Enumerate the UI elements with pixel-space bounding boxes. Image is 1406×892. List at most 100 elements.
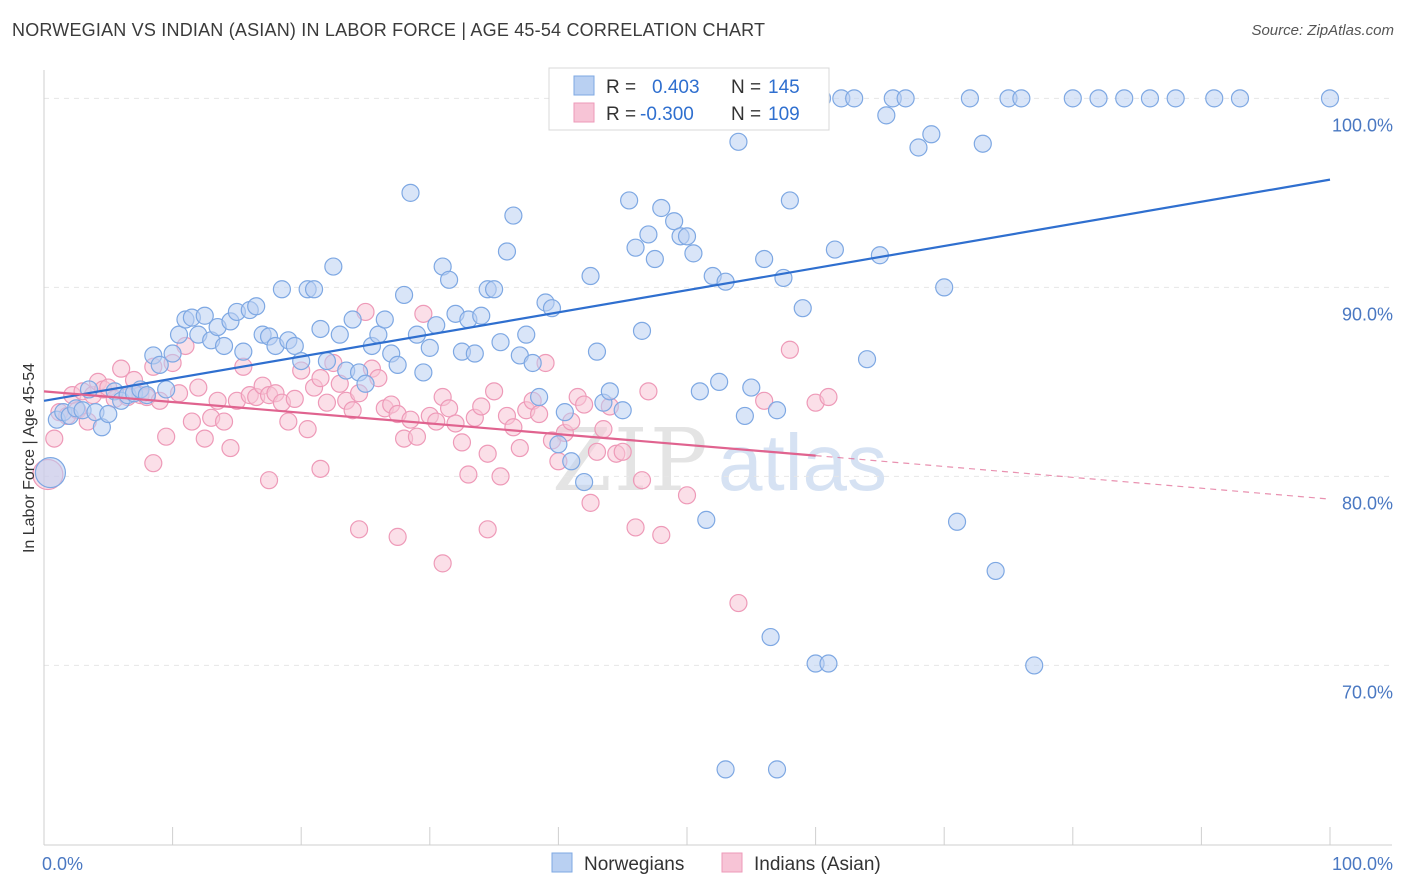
indian-point	[485, 382, 504, 401]
norwegian-point	[710, 372, 729, 391]
y-tick-labels: 100.0% 90.0% 80.0% 70.0%	[1332, 115, 1393, 702]
norwegian-point	[549, 435, 568, 454]
norwegian-point	[99, 404, 118, 424]
norwegian-point	[414, 363, 433, 382]
norwegian-point	[234, 342, 253, 361]
norwegian-point	[388, 355, 407, 374]
norwegian-point	[581, 266, 600, 286]
indian-point	[452, 433, 472, 452]
norwegian-point	[1025, 656, 1044, 675]
y-tick-label: 70.0%	[1342, 682, 1393, 702]
norwegian-point	[562, 452, 581, 471]
norwegian-point	[1140, 89, 1160, 108]
norwegian-point	[973, 134, 992, 153]
source-credit: Source: ZipAtlas.com	[1251, 22, 1394, 39]
norwegian-point	[504, 206, 523, 225]
stats-legend-box	[548, 67, 830, 131]
trend-lines	[43, 178, 1331, 500]
norwegian-point	[1230, 89, 1250, 108]
norwegian-point	[401, 183, 420, 202]
indian-point	[446, 414, 465, 433]
norwegian-point	[857, 350, 877, 369]
indian-point	[581, 493, 600, 512]
norwegian-point	[742, 378, 761, 397]
indian-point	[311, 369, 330, 388]
norwegian-point	[909, 138, 928, 157]
y-tick-label: 90.0%	[1342, 304, 1393, 324]
watermark-atlas: atlas	[718, 418, 887, 507]
norwegian-point	[652, 198, 671, 218]
x-tick-label: 100.0%	[1332, 854, 1393, 874]
indian-point	[639, 382, 658, 401]
indian-trend-line	[43, 390, 816, 457]
norwegian-point	[523, 353, 542, 373]
indian-point	[594, 420, 613, 439]
norwegian-point	[922, 125, 941, 144]
indian-point	[755, 391, 774, 410]
indian-point	[279, 412, 298, 431]
norwegian-point	[555, 403, 574, 422]
norwegian-point	[697, 510, 716, 529]
y-tick-label: 80.0%	[1342, 493, 1393, 513]
norwegian-point	[960, 89, 980, 108]
indian-r-value: -0.300	[640, 104, 694, 125]
indian-point	[157, 427, 176, 446]
norwegian-point	[530, 387, 549, 407]
norwegian-point	[896, 89, 915, 108]
norwegian-point	[157, 380, 176, 399]
norwegian-point	[716, 760, 735, 779]
indian-point	[221, 438, 240, 458]
indian-point	[317, 393, 337, 412]
norwegian-point	[639, 225, 658, 244]
legend-indians-swatch	[721, 852, 743, 873]
norwegian-point	[767, 401, 787, 420]
norwegian-point	[375, 310, 394, 329]
norwegian-point	[729, 132, 748, 151]
norwegian-point	[317, 351, 337, 371]
norwegian-point	[465, 344, 484, 363]
y-tick-label: 100.0%	[1332, 115, 1393, 135]
norwegian-point	[356, 374, 375, 393]
norwegian-point	[587, 342, 607, 361]
norwegian-point	[575, 472, 594, 492]
indian-point	[729, 593, 748, 613]
norwegian-point	[1063, 89, 1082, 108]
norwegian-point	[1205, 89, 1224, 108]
indian-point	[575, 395, 594, 414]
norwegian-point	[819, 654, 838, 673]
norwegian-point	[247, 297, 266, 316]
indian-point	[285, 389, 304, 409]
indian-point	[259, 471, 279, 490]
indian-point	[298, 420, 317, 439]
legend-norwegians-label: Norwegians	[584, 854, 684, 875]
indian-point	[433, 554, 452, 573]
norwegian-point	[420, 338, 439, 357]
indian-point	[195, 429, 214, 448]
indian-point	[214, 412, 234, 431]
norwegian-point	[767, 760, 787, 779]
norwegian-point	[845, 89, 864, 108]
norwegian-point	[394, 285, 414, 305]
indian-point	[459, 465, 478, 484]
norwegian-point	[1320, 89, 1340, 108]
norwegian-point	[324, 257, 343, 276]
norwegian-r-value: 0.403	[652, 77, 700, 98]
indian-point	[530, 404, 549, 424]
indian-point	[401, 410, 420, 429]
indian-point	[189, 378, 208, 397]
x-tick-label: 0.0%	[42, 854, 83, 874]
norwegian-point	[793, 299, 812, 318]
axes	[43, 70, 1392, 846]
indian-point	[780, 340, 799, 359]
norwegian-swatch	[573, 75, 595, 96]
indian-swatch	[573, 102, 595, 123]
norwegian-point	[497, 242, 517, 261]
indian-r-label: R =	[606, 104, 636, 125]
norwegian-trend-line	[43, 178, 1331, 402]
norwegian-point	[620, 191, 639, 210]
norwegian-point	[311, 319, 330, 339]
y-axis-title: In Labor Force | Age 45-54	[21, 363, 38, 553]
indian-point	[311, 459, 330, 478]
indian-n-value: 109	[768, 104, 800, 125]
